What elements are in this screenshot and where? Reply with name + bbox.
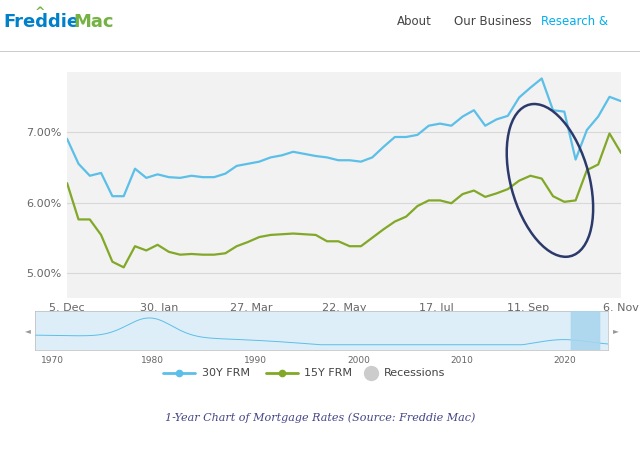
- Text: Our Business: Our Business: [454, 15, 532, 28]
- Text: ^: ^: [35, 6, 45, 19]
- Text: About: About: [397, 15, 431, 28]
- Text: Mac: Mac: [74, 14, 114, 32]
- Text: Research &: Research &: [541, 15, 608, 28]
- Text: Recessions: Recessions: [384, 368, 445, 378]
- Text: 1980: 1980: [141, 356, 164, 365]
- Text: Freddie: Freddie: [3, 14, 79, 32]
- Text: 2010: 2010: [451, 356, 474, 365]
- Text: 2020: 2020: [554, 356, 577, 365]
- Text: 2000: 2000: [348, 356, 371, 365]
- Text: 30Y FRM: 30Y FRM: [202, 368, 250, 378]
- Text: ◄: ◄: [25, 326, 31, 335]
- Text: 1970: 1970: [41, 356, 64, 365]
- Text: 1990: 1990: [244, 356, 268, 365]
- Bar: [571, 311, 600, 350]
- Text: 15Y FRM: 15Y FRM: [304, 368, 352, 378]
- Text: ►: ►: [612, 326, 618, 335]
- Text: 1-Year Chart of Mortgage Rates (Source: Freddie Mac): 1-Year Chart of Mortgage Rates (Source: …: [165, 412, 475, 423]
- Bar: [571, 311, 600, 350]
